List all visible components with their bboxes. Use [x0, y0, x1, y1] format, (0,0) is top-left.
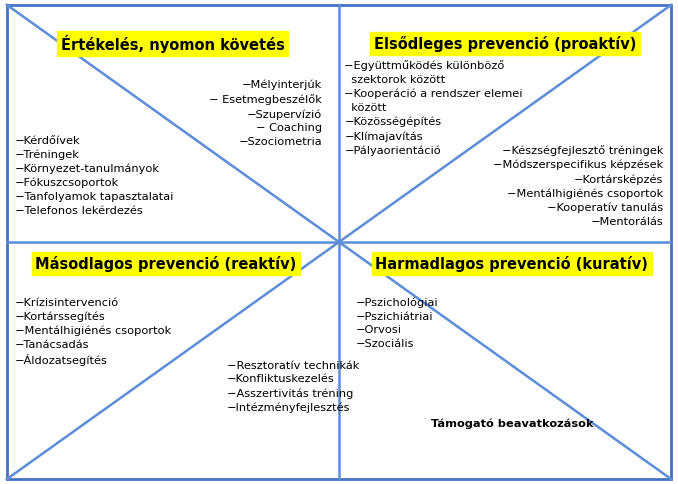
Text: −Mélyinterjúk
− Esetmegbeszélők
−Szupervízió
− Coaching
−Szociometria: −Mélyinterjúk − Esetmegbeszélők −Szuperv… — [210, 80, 322, 147]
Text: Támogató beavatkozások: Támogató beavatkozások — [431, 419, 593, 429]
Text: −Resztoratív technikák
−Konfliktuskezelés
−Asszertivitás tréning
−Intézményfejle: −Resztoratív technikák −Konfliktuskezelé… — [227, 361, 359, 413]
Text: Elsődleges prevenció (proaktív): Elsődleges prevenció (proaktív) — [374, 35, 636, 52]
Text: −Együttműködés különböző
  szektorok között
−Kooperáció a rendszer elemei
  közö: −Együttműködés különböző szektorok közöt… — [344, 60, 523, 156]
Text: −Kérdőívek
−Tréningek
−Környezet-tanulmányok
−Fókuszcsoportok
−Tanfolyamok tapas: −Kérdőívek −Tréningek −Környezet-tanulmá… — [15, 136, 174, 216]
Text: −Pszichológiai
−Pszichiátriai
−Orvosi
−Szociális: −Pszichológiai −Pszichiátriai −Orvosi −S… — [356, 298, 439, 349]
Text: −Krízisintervenció
−Kortárssegítés
−Mentálhigiénés csoportok
−Tanácsadás
−Áldoza: −Krízisintervenció −Kortárssegítés −Ment… — [15, 298, 171, 366]
Text: Másodlagos prevenció (reaktív): Másodlagos prevenció (reaktív) — [35, 256, 297, 272]
FancyBboxPatch shape — [7, 5, 671, 479]
Text: Harmadlagos prevenció (kuratív): Harmadlagos prevenció (kuratív) — [376, 256, 648, 272]
Text: −Készségfejlesztő tréningek
−Módszerspecifikus képzések
−Kortársképzés
−Mentálhi: −Készségfejlesztő tréningek −Módszerspec… — [493, 145, 663, 227]
Text: Értékelés, nyomon követés: Értékelés, nyomon követés — [61, 34, 285, 53]
